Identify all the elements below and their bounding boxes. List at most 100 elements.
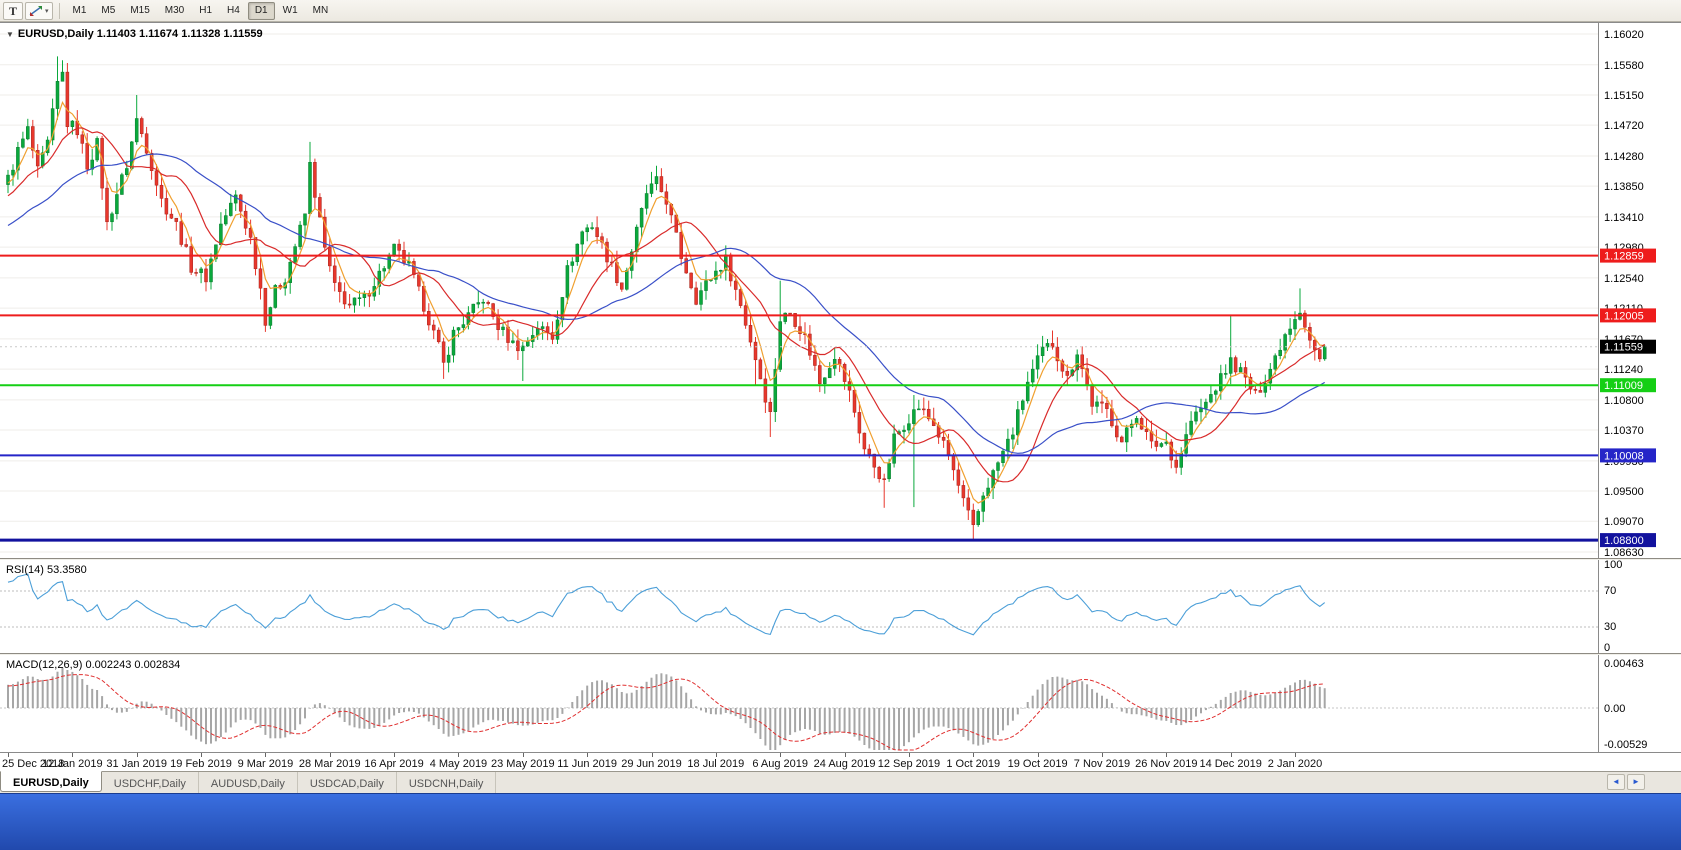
trendline-icon (29, 5, 42, 16)
chart-collapse-arrow[interactable]: ▼ (6, 30, 14, 39)
tab-eurusd-daily[interactable]: EURUSD,Daily (0, 771, 102, 792)
svg-text:1.11009: 1.11009 (1604, 380, 1643, 392)
svg-text:1.16020: 1.16020 (1604, 29, 1644, 41)
tab-usdcnh-daily[interactable]: USDCNH,Daily (397, 772, 497, 793)
tab-scroll-left-button[interactable]: ◄ (1607, 774, 1625, 790)
rsi-value: 53.3580 (46, 564, 87, 576)
timeframe-button-group: M1 M5 M15 M30 H1 H4 D1 W1 MN (66, 1, 336, 20)
price-line-label: 1.10008 (1600, 448, 1656, 463)
time-tick (973, 753, 975, 757)
time-tick (72, 753, 74, 757)
timeframe-m5-button[interactable]: M5 (94, 2, 122, 20)
timeframe-w1-button[interactable]: W1 (276, 2, 305, 20)
date-label: 19 Feb 2019 (170, 758, 232, 770)
date-label: 14 Dec 2019 (1199, 758, 1262, 770)
ma-5-line (7, 100, 1325, 504)
ma-34-line (7, 153, 1326, 454)
svg-text:1.15150: 1.15150 (1604, 90, 1644, 102)
date-label: 26 Nov 2019 (1135, 758, 1198, 770)
svg-text:30: 30 (1604, 621, 1616, 633)
candles (6, 56, 1327, 541)
time-tick (715, 753, 717, 757)
svg-text:100: 100 (1604, 560, 1622, 571)
time-axis[interactable]: 25 Dec 2018 12 Jan 2019 31 Jan 2019 19 Feb … (0, 752, 1681, 772)
pane-separator[interactable] (0, 558, 1681, 560)
time-tick (8, 753, 9, 757)
svg-text:-0.00529: -0.00529 (1604, 739, 1647, 751)
price-line-label: 1.08800 (1600, 533, 1656, 548)
time-tick (1101, 753, 1103, 757)
time-tick (458, 753, 460, 757)
pane-separator[interactable] (0, 653, 1681, 655)
windows-taskbar[interactable] (0, 793, 1681, 850)
date-label: 31 Jan 2019 (106, 758, 167, 770)
svg-text:1.13850: 1.13850 (1604, 181, 1644, 193)
toolbar: T ▾ M1 M5 M15 M30 H1 H4 D1 W1 MN (0, 0, 1681, 22)
main-price-chart[interactable]: 1.16020 1.15580 1.15150 1.14720 1.14280 1.138… (0, 23, 1681, 558)
timeframe-m1-button[interactable]: M1 (66, 2, 94, 20)
svg-text:0.00: 0.00 (1604, 703, 1625, 715)
date-label: 12 Jan 2019 (42, 758, 103, 770)
pointer-tool-button[interactable]: T (3, 1, 23, 20)
timeframe-d1-button[interactable]: D1 (247, 1, 275, 20)
svg-text:1.09070: 1.09070 (1604, 516, 1644, 528)
svg-text:1.10370: 1.10370 (1604, 425, 1644, 437)
time-tick (1230, 753, 1232, 757)
svg-text:0: 0 (1604, 642, 1610, 653)
chart-window: 1.16020 1.15580 1.15150 1.14720 1.14280 1.138… (0, 22, 1681, 772)
date-label: 1 Oct 2019 (946, 758, 1001, 770)
time-tick (587, 753, 589, 757)
date-label: 19 Oct 2019 (1007, 758, 1068, 770)
price-line-label: 1.12859 (1600, 248, 1656, 263)
svg-text:1.12859: 1.12859 (1604, 251, 1644, 263)
svg-text:1.12005: 1.12005 (1604, 310, 1644, 322)
rsi-label: RSI(14) (6, 564, 44, 576)
time-tick (1295, 753, 1296, 757)
svg-text:1.15580: 1.15580 (1604, 60, 1644, 72)
svg-text:1.14720: 1.14720 (1604, 120, 1644, 132)
svg-text:70: 70 (1604, 585, 1616, 597)
macd-indicator-pane[interactable]: 0.00463 0.00 -0.00529 (0, 655, 1681, 752)
tab-scroll-right-button[interactable]: ► (1627, 774, 1645, 790)
toolbar-separator (58, 2, 60, 19)
tab-usdchf-daily[interactable]: USDCHF,Daily (102, 772, 199, 793)
date-label: 28 Mar 2019 (298, 758, 361, 770)
rsi-label-row: RSI(14) 53.3580 (6, 564, 87, 576)
current-price-label: 1.11559 (1600, 339, 1656, 354)
rsi-line (7, 573, 1326, 636)
timeframe-h4-button[interactable]: H4 (220, 2, 247, 20)
chart-title-row: ▼ EURUSD,Daily 1.11403 1.11674 1.11328 1.… (6, 28, 263, 40)
svg-text:1.14280: 1.14280 (1604, 151, 1644, 163)
time-tick (1037, 753, 1039, 757)
tab-usdcad-daily[interactable]: USDCAD,Daily (298, 772, 397, 793)
svg-text:1.09500: 1.09500 (1604, 486, 1644, 498)
time-tick (780, 753, 782, 757)
chart-title: EURUSD,Daily (17, 28, 94, 40)
chart-ohlc: 1.11403 1.11674 1.11328 1.11559 (96, 28, 263, 40)
time-tick (136, 753, 138, 757)
date-label: 23 May 2019 (490, 758, 555, 770)
svg-text:1.10008: 1.10008 (1604, 450, 1644, 462)
line-studies-button[interactable]: ▾ (25, 1, 53, 20)
timeframe-h1-button[interactable]: H1 (192, 2, 219, 20)
date-label: 6 Aug 2019 (752, 758, 809, 770)
date-label: 29 Jun 2019 (621, 758, 682, 770)
rsi-indicator-pane[interactable]: 100 70 30 0 (0, 560, 1681, 653)
price-line-label: 1.12005 (1600, 308, 1656, 323)
macd-label: MACD(12,26,9) (6, 659, 83, 671)
timeframe-m30-button[interactable]: M30 (158, 2, 191, 20)
macd-label-row: MACD(12,26,9) 0.002243 0.002834 (6, 659, 180, 671)
date-label: 24 Aug 2019 (813, 758, 876, 770)
timeframe-m15-button[interactable]: M15 (123, 2, 156, 20)
macd-values: 0.002243 0.002834 (85, 659, 181, 671)
chart-tabs-bar: EURUSD,Daily USDCHF,Daily AUDUSD,Daily USDC… (0, 771, 1681, 793)
tab-audusd-daily[interactable]: AUDUSD,Daily (199, 772, 298, 793)
chevron-down-icon: ▾ (45, 7, 49, 15)
macd-signal-line (7, 674, 1325, 751)
time-tick (1166, 753, 1168, 757)
svg-text:1.10800: 1.10800 (1604, 395, 1644, 407)
timeframe-mn-button[interactable]: MN (306, 2, 336, 20)
svg-text:1.08630: 1.08630 (1604, 547, 1644, 558)
svg-text:1.11240: 1.11240 (1604, 364, 1643, 376)
